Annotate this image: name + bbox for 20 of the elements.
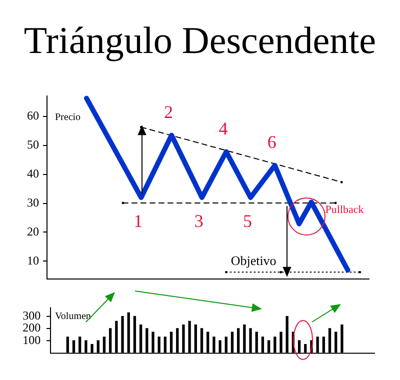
y-axis-title: Precio (55, 112, 81, 123)
y-tick-label: 100 (22, 332, 41, 347)
annotation: Objetivo (230, 253, 276, 268)
y-tick-label: 10 (27, 253, 39, 268)
annotation: 2 (164, 102, 174, 122)
y-tick-label: 30 (27, 195, 39, 210)
annotation: Pullback (325, 204, 364, 216)
annotation: 4 (218, 118, 228, 138)
y-tick-label: 50 (27, 138, 39, 152)
annotation: 5 (243, 211, 252, 232)
annotation: 6 (267, 132, 276, 152)
y-tick-label: 300 (22, 308, 41, 322)
y-axis-title: Volumen (55, 310, 91, 322)
annotation: 1 (134, 211, 143, 232)
y-tick-label: 40 (27, 166, 39, 180)
annotation: 3 (194, 211, 204, 232)
y-tick-label: 60 (27, 108, 39, 123)
y-tick-label: 200 (22, 320, 41, 335)
chart-title: Triángulo Descendente (22, 19, 378, 64)
y-tick-label: 20 (27, 224, 39, 238)
